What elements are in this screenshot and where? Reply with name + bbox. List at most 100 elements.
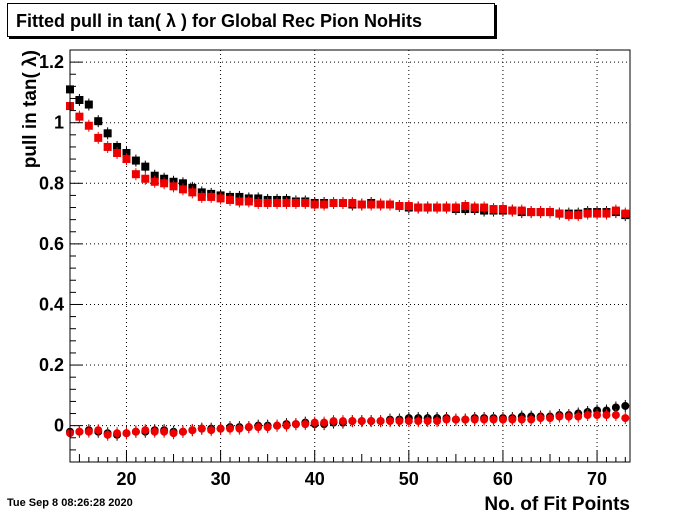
data-point-square (611, 206, 620, 215)
x-tick-label-70: 70 (587, 469, 607, 489)
data-point-circle (103, 430, 112, 439)
data-point-square (546, 208, 554, 217)
data-point-square (376, 200, 385, 209)
data-point-square (273, 198, 282, 207)
data-point-circle (498, 415, 507, 424)
data-point-square (367, 200, 376, 209)
data-point-square (216, 194, 225, 203)
series-1 (66, 100, 630, 222)
data-point-square (207, 192, 216, 201)
data-point-square (338, 198, 347, 207)
data-point-square (517, 206, 526, 215)
data-point-square (131, 170, 140, 179)
data-point-square (131, 156, 140, 165)
y-tick-label-1.2: 1.2 (39, 52, 64, 72)
data-point-square (197, 192, 206, 201)
data-point-circle (273, 421, 282, 430)
data-point-circle (216, 424, 225, 433)
data-point-circle (442, 415, 451, 424)
data-point-circle (235, 424, 244, 433)
data-point-square (470, 203, 479, 212)
data-point-square (329, 198, 338, 207)
data-point-circle (508, 415, 517, 424)
data-point-square (113, 149, 122, 157)
data-point-square (75, 95, 84, 104)
y-tick-label-0.4: 0.4 (39, 294, 64, 314)
data-point-circle (263, 423, 272, 432)
data-point-circle (461, 415, 470, 424)
data-point-circle (621, 414, 630, 423)
data-point-square (263, 198, 272, 207)
data-point-square (489, 205, 498, 214)
data-point-circle (84, 427, 93, 436)
data-point-square (103, 142, 112, 151)
data-point-circle (282, 421, 291, 430)
data-point-square (113, 142, 122, 151)
chart-title: Fitted pull in tan( λ ) for Global Rec P… (16, 11, 423, 31)
data-point-circle (94, 426, 103, 435)
data-point-square (583, 209, 592, 218)
data-point-square (150, 171, 159, 180)
data-point-square (442, 203, 451, 212)
data-point-circle (131, 427, 140, 436)
data-point-square (555, 209, 564, 218)
x-tick-label-30: 30 (211, 469, 231, 489)
data-point-square (282, 198, 291, 207)
data-point-square (103, 129, 112, 138)
data-point-circle (141, 426, 150, 435)
data-point-square (244, 197, 253, 206)
data-point-square (291, 198, 300, 207)
data-point-square (451, 203, 460, 212)
data-point-circle (310, 418, 319, 427)
data-point-circle (122, 429, 131, 438)
data-point-square (141, 162, 150, 171)
data-point-circle (583, 411, 592, 420)
x-tick-label-60: 60 (493, 469, 513, 489)
data-point-circle (188, 426, 197, 435)
data-point-circle (301, 420, 310, 429)
data-point-circle (291, 420, 300, 429)
series-3 (66, 409, 630, 441)
y-tick-label-0: 0 (54, 416, 64, 436)
data-point-square (395, 202, 404, 211)
data-point-square (357, 200, 366, 209)
data-point-circle (555, 412, 564, 421)
data-point-square (574, 211, 583, 220)
data-point-circle (254, 423, 263, 432)
plot-frame (69, 49, 631, 463)
data-point-square (169, 182, 178, 191)
y-tick-label-0.8: 0.8 (39, 173, 64, 193)
data-point-circle (386, 417, 394, 426)
data-point-square (178, 179, 187, 188)
data-point-square (178, 185, 187, 194)
data-point-circle (602, 411, 611, 420)
y-axis-label: pull in tan( λ) (20, 50, 41, 168)
data-point-square (141, 174, 150, 183)
series-2 (66, 399, 630, 441)
data-point-circle (574, 412, 583, 421)
data-point-circle (423, 417, 432, 426)
data-point-circle (338, 417, 347, 426)
title-box: Fitted pull in tan( λ ) for Global Rec P… (7, 3, 495, 37)
data-point-square (235, 197, 244, 206)
x-axis-label: No. of Fit Points (484, 494, 630, 514)
grid-lines (70, 50, 630, 462)
data-point-square (84, 100, 93, 109)
data-point-square (301, 198, 310, 207)
data-point-circle (226, 424, 234, 433)
data-point-circle (621, 401, 630, 410)
data-point-square (160, 179, 169, 188)
data-point-circle (470, 415, 479, 424)
data-point-circle (480, 415, 489, 424)
data-point-square (423, 203, 432, 212)
data-point-circle (414, 417, 423, 426)
data-point-square (150, 177, 159, 186)
data-point-circle (546, 414, 554, 423)
data-point-circle (150, 427, 159, 436)
data-point-square (188, 188, 197, 197)
series-0 (66, 83, 630, 222)
data-point-square (404, 202, 413, 211)
x-tick-label-40: 40 (305, 469, 325, 489)
axis-ticks (69, 49, 626, 463)
data-point-circle (160, 427, 169, 436)
